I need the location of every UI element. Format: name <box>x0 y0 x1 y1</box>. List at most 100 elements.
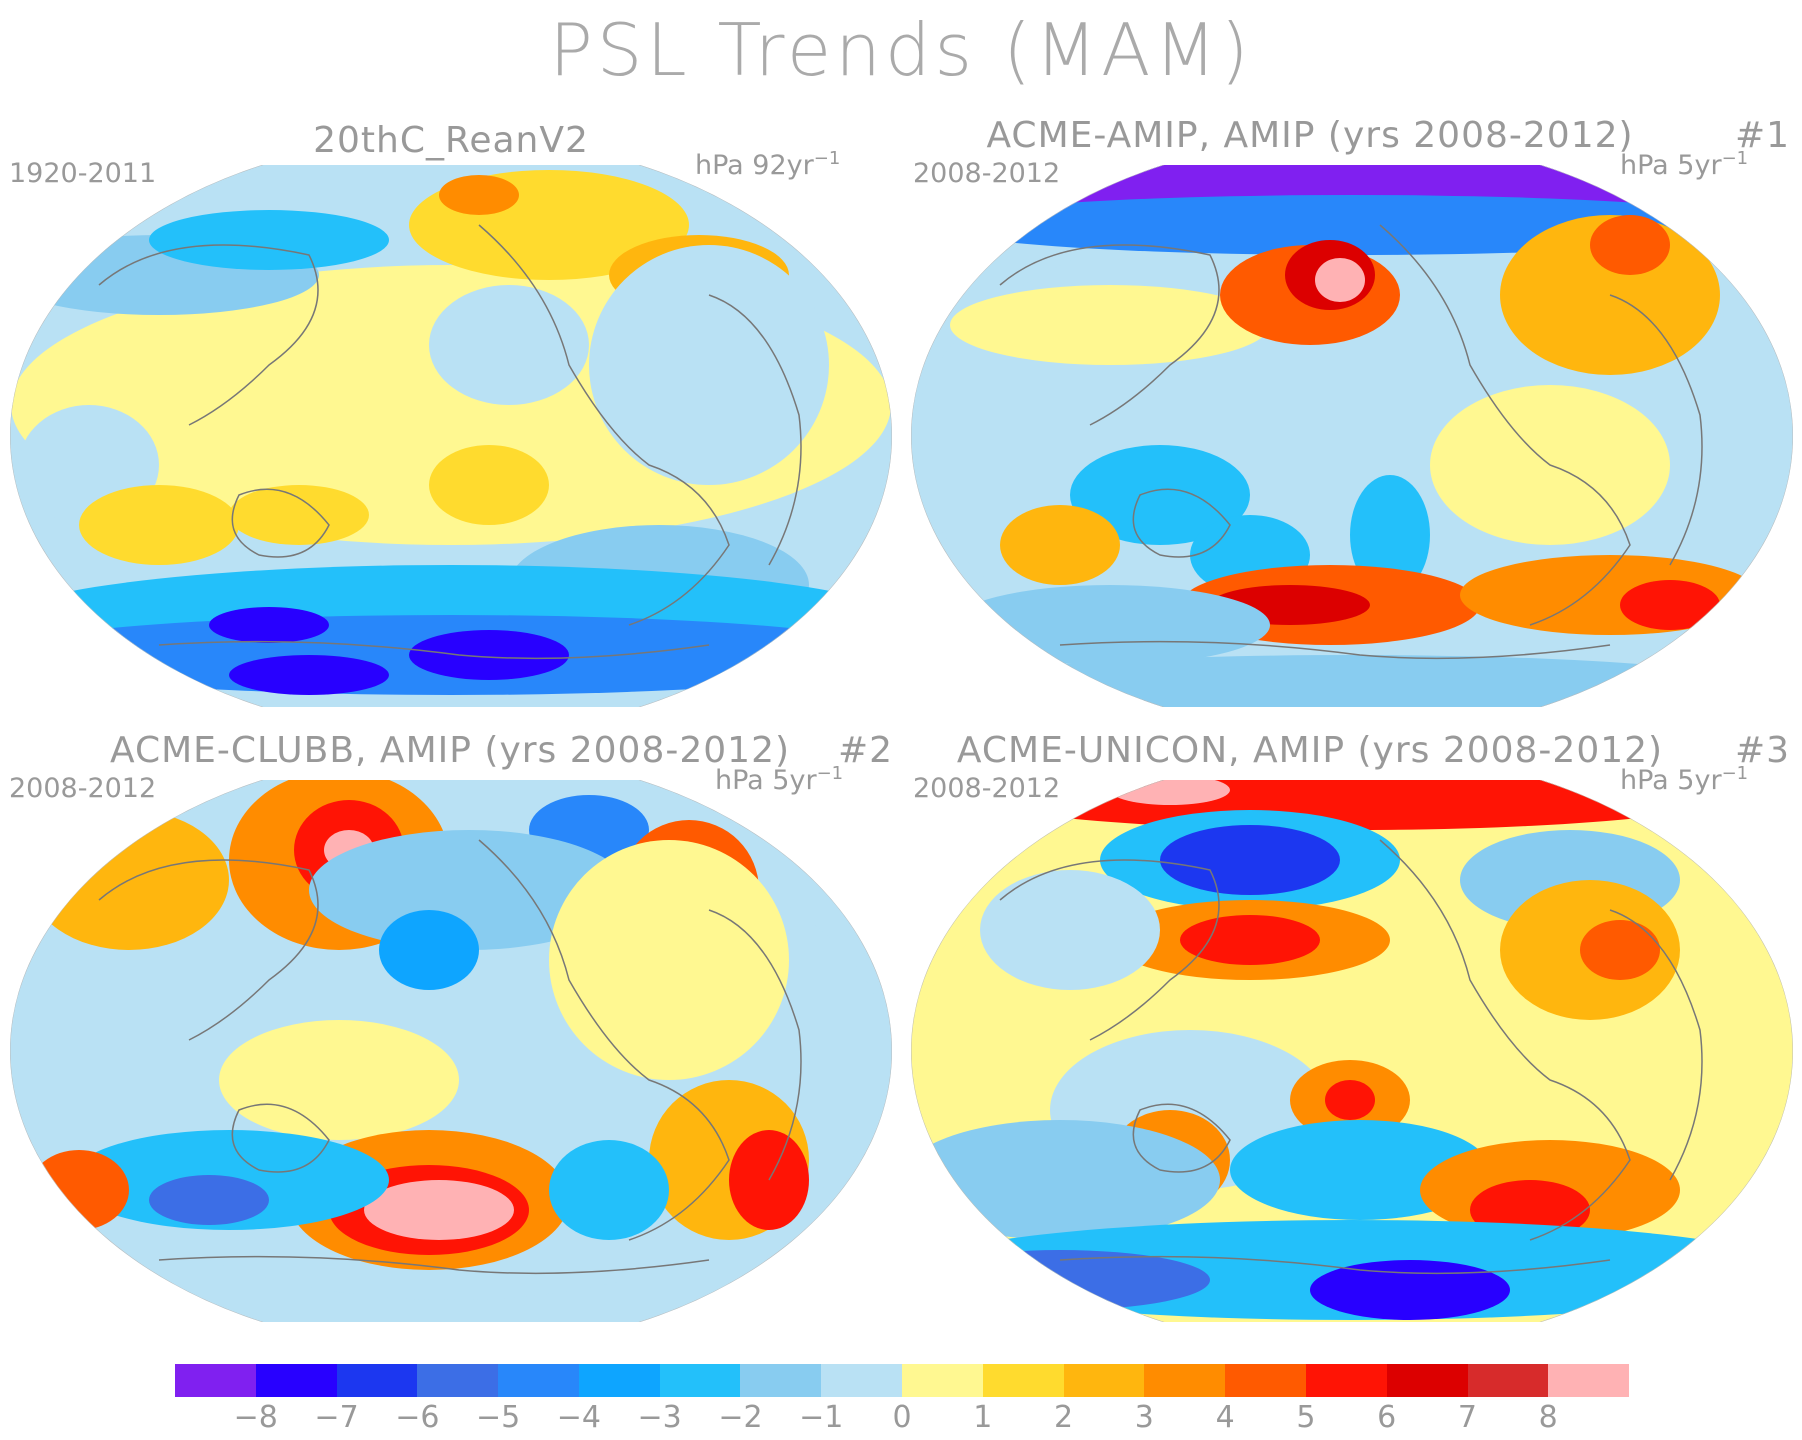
coastlines <box>999 839 1703 1275</box>
contour-region <box>429 445 549 525</box>
colorbar-label: −3 <box>637 1400 682 1435</box>
colorbar-swatch <box>1063 1364 1145 1397</box>
colorbar-swatch <box>902 1364 983 1397</box>
contour-region <box>149 210 389 270</box>
colorbar-label: −4 <box>556 1400 601 1435</box>
colorbar-label: 8 <box>1538 1400 1558 1435</box>
map-panel <box>10 165 892 707</box>
colorbar-swatch <box>1467 1364 1549 1397</box>
colorbar-label: 3 <box>1134 1400 1154 1435</box>
panel-period: 2008-2012 <box>9 773 157 804</box>
contour-region <box>29 1150 129 1230</box>
colorbar <box>175 1364 1630 1397</box>
panel-period: 2008-2012 <box>913 773 1061 804</box>
contour-region <box>980 870 1160 990</box>
contour-region <box>379 910 479 990</box>
colorbar-swatch <box>1225 1364 1306 1397</box>
colorbar-swatch <box>417 1364 499 1397</box>
colorbar-label: 2 <box>1054 1400 1074 1435</box>
contour-region <box>1000 505 1120 585</box>
colorbar-labels: −8 −7 −6 −5 −4 −3 −2 −1 0 1 2 3 4 5 6 7 8 <box>175 1400 1629 1440</box>
colorbar-label: −1 <box>799 1400 844 1435</box>
panel-number: #2 <box>838 730 894 771</box>
colorbar-swatch <box>1386 1364 1468 1397</box>
colorbar-label: 4 <box>1215 1400 1235 1435</box>
panel-title: ACME-UNICON, AMIP (yrs 2008-2012) <box>956 730 1664 771</box>
colorbar-swatch <box>659 1364 741 1397</box>
colorbar-swatch <box>498 1364 579 1397</box>
map-panel <box>10 780 892 1322</box>
colorbar-label: −5 <box>475 1400 521 1435</box>
contour-region <box>409 630 569 680</box>
panel-units: hPa 92yr−1 <box>695 148 841 181</box>
panel-number: #1 <box>1735 115 1791 156</box>
units-exponent: −1 <box>1721 763 1749 784</box>
colorbar-swatch <box>1548 1364 1630 1397</box>
panel-units: hPa 5yr−1 <box>1620 763 1749 796</box>
contour-region <box>950 285 1270 365</box>
contour-region <box>149 1175 269 1225</box>
panel-title: 20thC_ReanV2 <box>313 120 589 161</box>
colorbar-swatch <box>1305 1364 1387 1397</box>
contour-region <box>1325 1080 1375 1120</box>
contour-region <box>952 655 1752 707</box>
colorbar-swatch <box>175 1364 256 1397</box>
units-exponent: −1 <box>816 763 844 784</box>
colorbar-label: 5 <box>1296 1400 1316 1435</box>
contour-region <box>1315 258 1365 302</box>
map-panel <box>911 165 1793 707</box>
panel-units: hPa 5yr−1 <box>715 763 844 796</box>
contour-region <box>1350 475 1430 595</box>
contour-region <box>309 830 629 950</box>
contour-region <box>229 655 389 695</box>
colorbar-swatch <box>255 1364 337 1397</box>
contour-region <box>364 1180 514 1240</box>
contour-region <box>1310 1260 1510 1320</box>
contour-region <box>439 175 519 215</box>
map-panel <box>911 780 1793 1322</box>
colorbar-label: −2 <box>718 1400 763 1435</box>
colorbar-label: −7 <box>314 1400 359 1435</box>
colorbar-label: 7 <box>1457 1400 1477 1435</box>
colorbar-swatch <box>821 1364 903 1397</box>
contour-region <box>1590 215 1670 275</box>
contour-region <box>911 1250 1210 1310</box>
contour-region <box>219 1020 459 1140</box>
contour-region <box>549 840 789 1080</box>
contour-region <box>950 585 1270 665</box>
contour-region <box>589 245 829 485</box>
colorbar-label: 0 <box>892 1400 912 1435</box>
panel-period: 2008-2012 <box>913 158 1061 189</box>
panel-number: #3 <box>1735 730 1791 771</box>
coastlines <box>999 224 1703 660</box>
colorbar-label: −6 <box>395 1400 440 1435</box>
contour-region <box>209 607 329 643</box>
units-exponent: −1 <box>1721 148 1749 169</box>
coastlines <box>98 224 802 660</box>
panel-title: ACME-CLUBB, AMIP (yrs 2008-2012) <box>109 730 791 771</box>
panel-period: 1920-2011 <box>9 158 157 189</box>
colorbar-label: −8 <box>233 1400 278 1435</box>
contour-region <box>1580 920 1660 980</box>
contour-region <box>229 485 369 545</box>
contour-region <box>1620 580 1720 630</box>
contour-region <box>429 285 589 405</box>
contour-region <box>972 780 1732 830</box>
contour-region <box>549 1140 669 1240</box>
contour-region <box>1070 445 1250 545</box>
coastlines <box>98 839 802 1275</box>
contour-region <box>1180 915 1320 965</box>
colorbar-swatch <box>578 1364 660 1397</box>
colorbar-swatch <box>740 1364 822 1397</box>
colorbar-label: 1 <box>973 1400 993 1435</box>
figure-title: PSL Trends (MAM) <box>549 8 1253 92</box>
colorbar-swatch <box>982 1364 1064 1397</box>
contour-region <box>1160 825 1340 895</box>
panel-units: hPa 5yr−1 <box>1620 148 1749 181</box>
colorbar-label: 6 <box>1377 1400 1397 1435</box>
units-exponent: −1 <box>813 148 841 169</box>
panel-title: ACME-AMIP, AMIP (yrs 2008-2012) <box>986 115 1634 156</box>
colorbar-swatch <box>1144 1364 1226 1397</box>
contour-region <box>911 1120 1220 1240</box>
colorbar-swatch <box>336 1364 418 1397</box>
